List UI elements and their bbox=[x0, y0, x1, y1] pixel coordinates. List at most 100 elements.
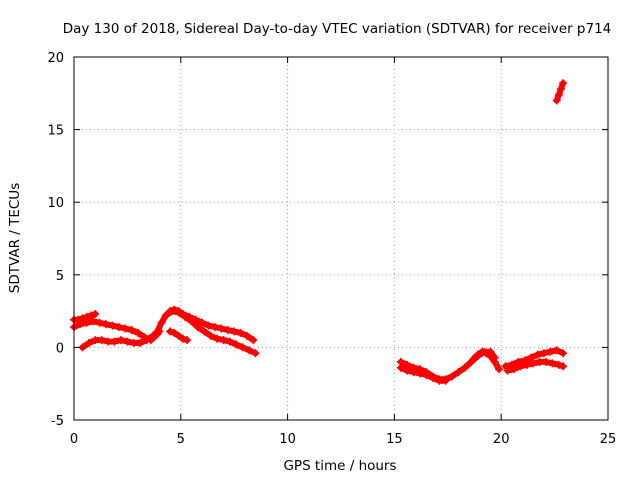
data-point bbox=[510, 365, 519, 374]
data-point bbox=[454, 368, 463, 377]
data-point bbox=[204, 321, 213, 330]
data-point bbox=[89, 317, 98, 326]
data-point bbox=[554, 360, 563, 369]
data-point bbox=[157, 318, 166, 327]
series-track-h bbox=[396, 363, 450, 385]
data-point bbox=[161, 311, 170, 320]
data-point bbox=[181, 312, 190, 321]
series-track-b bbox=[70, 310, 100, 324]
grid-lines bbox=[74, 57, 608, 420]
data-point bbox=[482, 349, 491, 358]
y-tick-label: 10 bbox=[47, 196, 64, 211]
data-point bbox=[198, 318, 207, 327]
data-point bbox=[74, 315, 83, 324]
data-point bbox=[428, 373, 437, 382]
data-point bbox=[123, 337, 132, 346]
data-point bbox=[102, 320, 111, 329]
series-track-e bbox=[161, 307, 260, 358]
data-point bbox=[477, 347, 486, 356]
data-point bbox=[121, 324, 130, 333]
data-point bbox=[232, 340, 241, 349]
data-point bbox=[546, 347, 555, 356]
x-tick-label: 25 bbox=[600, 432, 617, 447]
data-point bbox=[486, 352, 495, 361]
data-point bbox=[238, 343, 247, 352]
data-point bbox=[110, 337, 119, 346]
data-point bbox=[127, 325, 136, 334]
data-point bbox=[533, 350, 542, 359]
data-point bbox=[548, 359, 557, 368]
data-point bbox=[134, 328, 143, 337]
y-tick-label: -5 bbox=[51, 414, 64, 429]
data-point bbox=[249, 336, 258, 345]
y-tick-label: 5 bbox=[56, 269, 64, 284]
x-tick-label: 15 bbox=[386, 432, 403, 447]
data-point bbox=[251, 349, 260, 358]
data-point bbox=[557, 84, 566, 93]
data-point bbox=[136, 339, 145, 348]
data-point bbox=[460, 363, 469, 372]
data-point bbox=[206, 331, 215, 340]
series-band bbox=[553, 80, 567, 104]
data-point bbox=[225, 337, 234, 346]
series-track-a bbox=[70, 317, 162, 345]
data-point bbox=[153, 327, 162, 336]
data-point bbox=[490, 357, 499, 366]
data-point bbox=[174, 308, 183, 317]
data-point bbox=[522, 360, 531, 369]
data-point bbox=[95, 318, 104, 327]
data-point bbox=[210, 323, 219, 332]
data-point bbox=[200, 327, 209, 336]
data-point bbox=[87, 311, 96, 320]
x-axis-ticks: 0 5 10 15 20 25 bbox=[70, 57, 616, 447]
x-tick-label: 0 bbox=[70, 432, 78, 447]
data-point bbox=[97, 336, 106, 345]
data-point bbox=[217, 324, 226, 333]
data-point bbox=[396, 363, 405, 372]
data-point bbox=[422, 370, 431, 379]
data-point bbox=[539, 349, 548, 358]
data-point bbox=[529, 359, 538, 368]
data-point bbox=[527, 353, 536, 362]
data-point bbox=[82, 312, 91, 321]
x-tick-label: 5 bbox=[177, 432, 185, 447]
data-point bbox=[187, 317, 196, 326]
data-point bbox=[403, 366, 412, 375]
series-track-i bbox=[469, 347, 504, 374]
data-point bbox=[78, 314, 87, 323]
data-point bbox=[84, 339, 93, 348]
data-point bbox=[409, 368, 418, 377]
data-point bbox=[230, 327, 239, 336]
data-point bbox=[183, 336, 192, 345]
data-point bbox=[416, 369, 425, 378]
y-tick-label: 0 bbox=[56, 341, 64, 356]
chart-title: Day 130 of 2018, Sidereal Day-to-day VTE… bbox=[63, 21, 612, 37]
data-point bbox=[243, 331, 252, 340]
x-tick-label: 10 bbox=[279, 432, 296, 447]
series-track-f bbox=[166, 327, 192, 345]
data-point bbox=[469, 355, 478, 364]
data-point bbox=[149, 331, 158, 340]
y-axis-label: SDTVAR / TECUs bbox=[7, 183, 23, 293]
x-tick-label: 20 bbox=[493, 432, 510, 447]
data-point bbox=[108, 321, 117, 330]
data-point bbox=[114, 323, 123, 332]
x-axis-label: GPS time / hours bbox=[283, 458, 396, 474]
data-point bbox=[559, 362, 568, 371]
data-point bbox=[542, 357, 551, 366]
data-point bbox=[166, 327, 175, 336]
data-points bbox=[70, 79, 568, 385]
data-point bbox=[516, 362, 525, 371]
data-point bbox=[223, 325, 232, 334]
data-point bbox=[193, 323, 202, 332]
data-point bbox=[441, 376, 450, 385]
data-point bbox=[552, 346, 561, 355]
data-point bbox=[170, 328, 179, 337]
data-point bbox=[142, 336, 151, 345]
series-track-l bbox=[552, 79, 568, 105]
data-point bbox=[219, 336, 228, 345]
y-axis-ticks: -5 0 5 10 15 20 bbox=[47, 51, 608, 429]
data-point bbox=[554, 90, 563, 99]
data-point bbox=[503, 366, 512, 375]
